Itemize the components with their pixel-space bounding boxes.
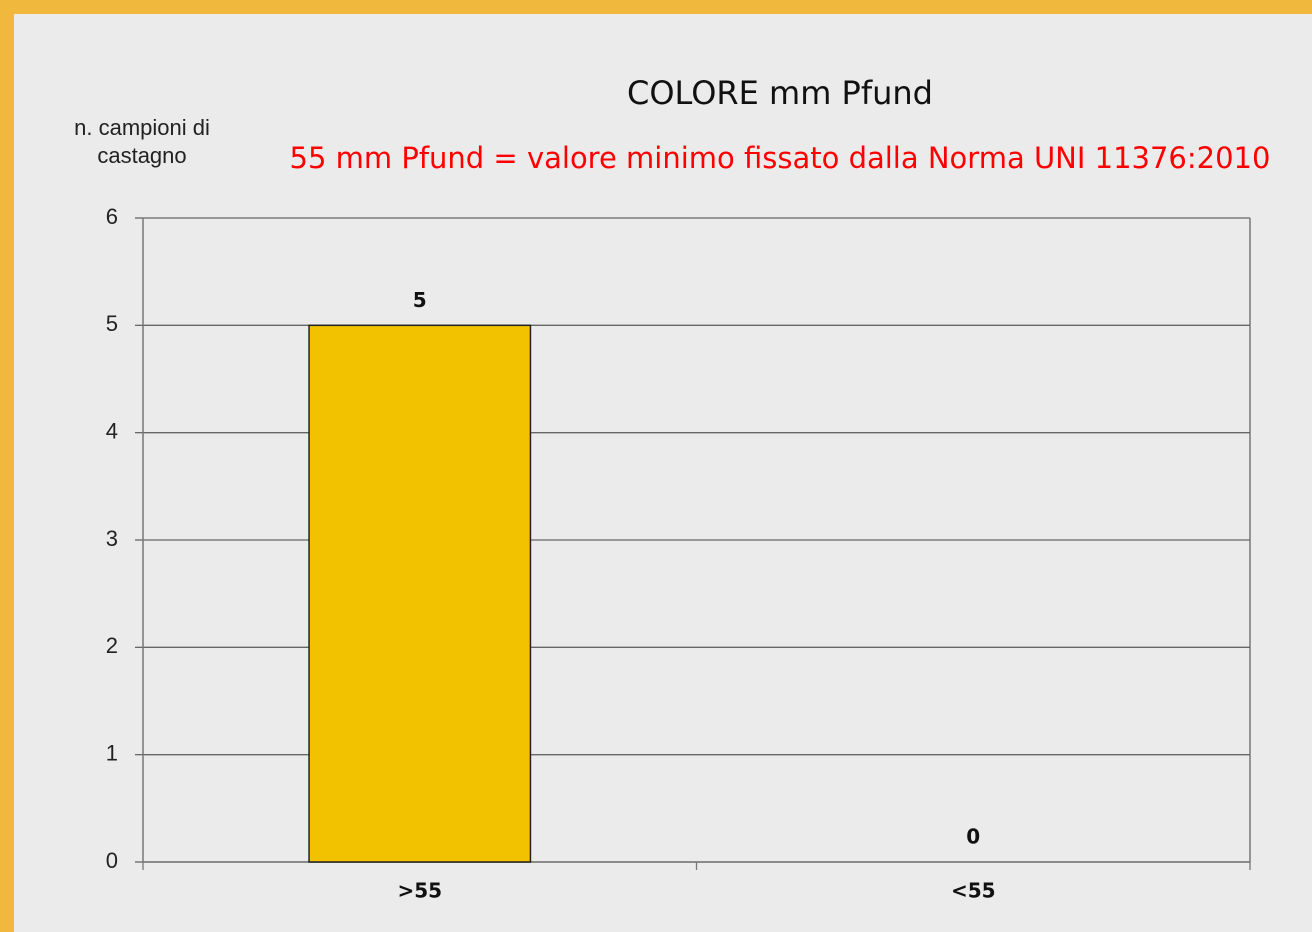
x-tick-label: <55	[951, 879, 996, 903]
y-tick-label: 3	[106, 526, 118, 551]
x-tick-label: >55	[397, 879, 442, 903]
y-tick-label: 5	[106, 311, 118, 336]
y-tick-label: 0	[106, 848, 118, 873]
chart-panel	[14, 14, 1312, 932]
chart-title: COLORE mm Pfund	[627, 74, 933, 112]
y-tick-label: 1	[106, 740, 118, 765]
y-axis-label: n. campioni di castagno	[74, 115, 210, 168]
y-tick-label: 4	[106, 418, 118, 443]
chart-subtitle: 55 mm Pfund = valore minimo fissato dall…	[290, 141, 1271, 175]
data-label: 0	[966, 825, 980, 849]
bar	[308, 324, 532, 863]
y-tick-label: 6	[106, 204, 118, 229]
data-label: 5	[413, 288, 427, 312]
y-tick-label: 2	[106, 633, 118, 658]
